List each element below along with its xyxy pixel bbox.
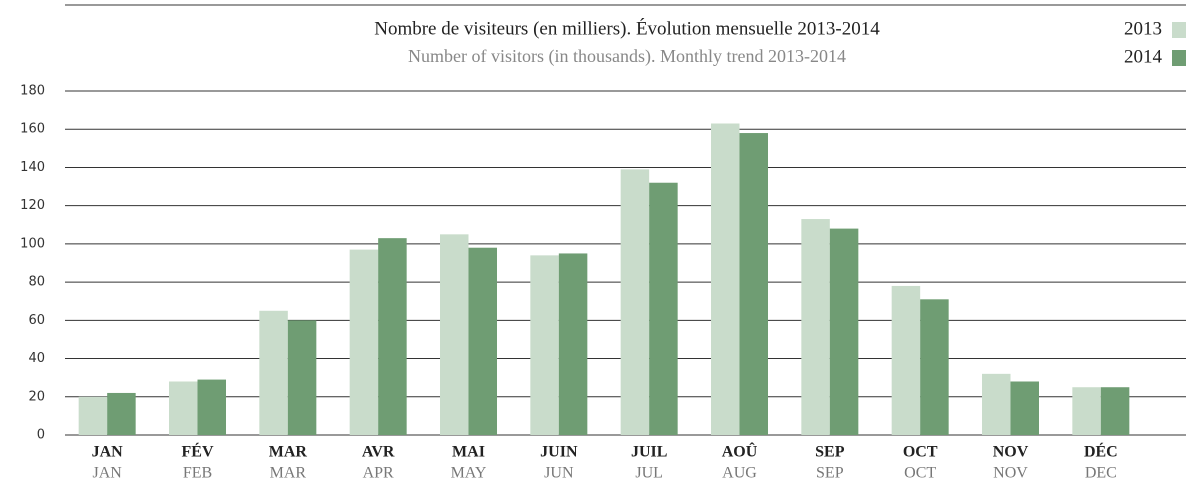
bar	[440, 234, 469, 435]
bar	[739, 133, 768, 436]
x-tick-label-en: JAN	[92, 465, 122, 482]
x-tick-label-en: NOV	[993, 465, 1028, 482]
x-tick-label: JUIN	[540, 444, 578, 461]
x-tick-label: JUIL	[631, 444, 667, 461]
bar	[649, 182, 678, 435]
bar	[107, 392, 136, 435]
x-tick-label-en: MAY	[451, 465, 487, 482]
legend-label: 2014	[1124, 46, 1163, 67]
y-tick-label: 80	[28, 275, 45, 290]
bar	[378, 238, 407, 435]
x-tick-label: DÉC	[1084, 442, 1118, 461]
bar	[530, 255, 559, 435]
legend-swatch	[1172, 22, 1186, 38]
bar	[982, 373, 1011, 435]
y-tick-label: 60	[28, 313, 45, 328]
legend-label: 2013	[1124, 18, 1162, 39]
bar	[1072, 387, 1101, 435]
x-tick-label: SEP	[815, 444, 845, 461]
bar	[287, 320, 317, 435]
bar	[169, 381, 198, 435]
x-tick-label: FÉV	[182, 442, 214, 461]
y-tick-label: 180	[20, 84, 45, 99]
y-tick-label: 20	[28, 389, 45, 404]
bar	[78, 396, 108, 435]
y-tick-label: 100	[20, 236, 45, 251]
x-tick-label: NOV	[993, 444, 1029, 461]
x-tick-label-en: AUG	[722, 465, 757, 482]
x-tick-label: AOÛ	[722, 442, 758, 461]
bar	[620, 169, 650, 435]
y-tick-label: 40	[28, 351, 45, 366]
bar	[197, 379, 226, 435]
x-tick-label-en: DEC	[1085, 465, 1117, 482]
x-tick-label-en: MAR	[270, 465, 307, 482]
x-tick-label: MAI	[452, 444, 485, 461]
y-tick-label: 140	[20, 160, 45, 175]
chart-title: Nombre de visiteurs (en milliers). Évolu…	[374, 17, 880, 39]
x-tick-label-en: JUN	[544, 465, 574, 482]
x-tick-label: MAR	[269, 444, 308, 461]
x-tick-label: OCT	[903, 444, 938, 461]
bar	[558, 253, 588, 435]
x-tick-label-en: OCT	[904, 465, 936, 482]
chart-subtitle: Number of visitors (in thousands). Month…	[408, 46, 846, 67]
x-tick-label-en: APR	[363, 465, 394, 482]
bar	[829, 228, 859, 435]
legend-swatch	[1172, 50, 1186, 66]
bar	[468, 247, 497, 435]
bar	[349, 249, 379, 435]
bar	[1100, 387, 1130, 435]
bar	[801, 219, 830, 435]
bar	[891, 285, 921, 435]
x-tick-label-en: SEP	[816, 465, 844, 482]
x-tick-label: AVR	[362, 444, 395, 461]
x-tick-label-en: JUL	[635, 465, 663, 482]
y-tick-label: 120	[20, 198, 45, 213]
bar	[711, 123, 740, 435]
x-tick-label: JAN	[92, 444, 124, 461]
bar	[920, 299, 949, 435]
y-tick-label: 0	[37, 428, 45, 443]
bar	[259, 310, 288, 435]
y-tick-label: 160	[20, 122, 45, 137]
bar	[1010, 381, 1039, 435]
x-tick-label-en: FEB	[183, 465, 212, 482]
